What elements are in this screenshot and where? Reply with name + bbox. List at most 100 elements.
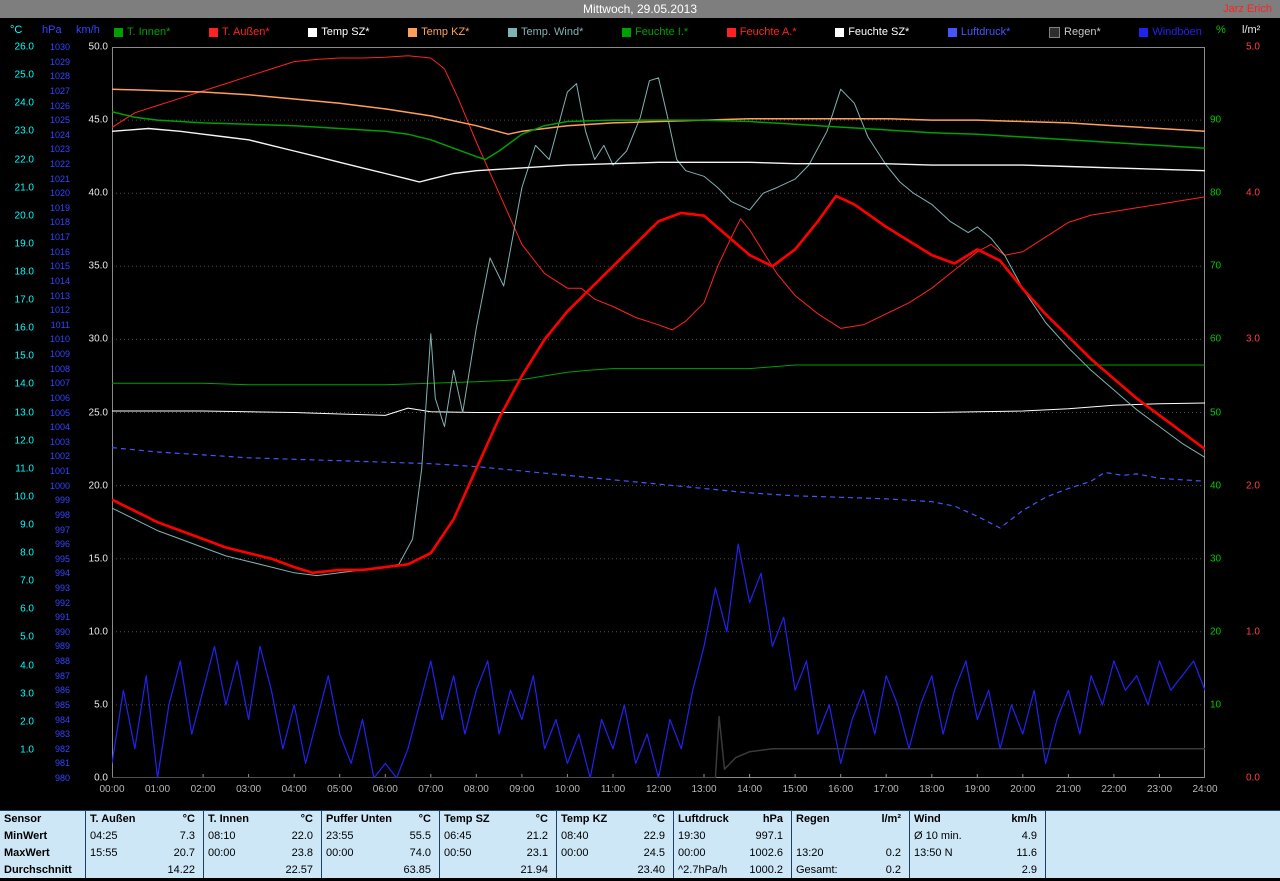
table-cell: Gesamt: 0.2: [796, 864, 901, 876]
table-header-cell: Temp KZ °C: [561, 813, 665, 825]
time-tick-label: 13:00: [691, 784, 717, 795]
tick-hpa: 1008: [49, 363, 70, 374]
legend-swatch: [726, 27, 736, 37]
tick-temp-c: 23.0: [14, 125, 34, 137]
legend-item-7[interactable]: Feuchte SZ*: [835, 26, 909, 38]
legend-item-10[interactable]: Windböen: [1139, 26, 1202, 38]
legend-item-8[interactable]: Luftdruck*: [947, 26, 1011, 38]
tick-kmh: 45.0: [88, 114, 108, 126]
tick-hpa: 992: [54, 597, 70, 608]
tick-hpa: 1013: [49, 290, 70, 301]
table-header-cell: Luftdruck hPa: [678, 813, 783, 825]
time-tick-label: 19:00: [964, 784, 990, 795]
tick-hpa: 1004: [49, 422, 70, 433]
time-tick-label: 16:00: [828, 784, 854, 795]
chart-canvas: [111, 47, 1206, 779]
tick-hpa: 1015: [49, 261, 70, 272]
legend-swatch: [1049, 26, 1061, 38]
legend-item-4[interactable]: Temp. Wind*: [508, 26, 583, 38]
tick-hpa: 1016: [49, 246, 70, 257]
tick-hpa: 1009: [49, 349, 70, 359]
table-cell: 23:55 55.5: [326, 830, 431, 842]
time-tick-label: 09:00: [509, 784, 535, 795]
tick-lm2: 3.0: [1246, 333, 1260, 345]
tick-hpa: 995: [54, 553, 70, 564]
tick-kmh: 25.0: [88, 407, 108, 418]
series-regen: [112, 715, 1205, 779]
table-header-cell: Sensor: [4, 813, 42, 825]
axis-header-lm2: l/m²: [1242, 24, 1261, 36]
table-cell: 00:00 24.5: [561, 847, 665, 859]
tick-hpa: 996: [54, 539, 70, 550]
title-bar: Mittwoch, 29.05.2013 Jarz Erich: [0, 0, 1280, 18]
table-cell: 04:25 7.3: [90, 830, 195, 842]
tick-pct: 90: [1210, 114, 1222, 126]
legend-item-0[interactable]: T. Innen*: [114, 26, 170, 38]
legend-label: Luftdruck*: [960, 26, 1011, 38]
table-cell: 00:50 23.1: [444, 847, 548, 859]
tick-hpa: 1000: [49, 480, 70, 491]
legend-swatch: [1139, 27, 1149, 37]
legend-item-3[interactable]: Temp KZ*: [408, 26, 469, 38]
time-tick-label: 07:00: [418, 784, 444, 795]
tick-pct: 40: [1210, 480, 1222, 492]
table-cell: 06:45 21.2: [444, 830, 548, 842]
legend-item-5[interactable]: Feuchte I.*: [621, 26, 689, 38]
tick-temp-c: 5.0: [20, 631, 34, 643]
legend-item-6[interactable]: Feuchte A.*: [726, 26, 797, 38]
legend-label: Temp KZ*: [421, 26, 470, 38]
legend-item-9[interactable]: Regen*: [1049, 26, 1101, 38]
time-tick-label: 02:00: [190, 784, 216, 795]
table-filler: [1046, 811, 1280, 879]
legend-label: Feuchte I.*: [634, 26, 689, 38]
tick-hpa: 1024: [49, 129, 70, 140]
tick-temp-c: 7.0: [20, 575, 34, 587]
legend-swatch: [835, 27, 845, 37]
time-tick-label: 22:00: [1101, 784, 1127, 795]
tick-temp-c: 9.0: [20, 519, 34, 531]
table-header-cell: Temp SZ °C: [444, 813, 548, 825]
tick-hpa: 984: [54, 714, 70, 725]
tick-temp-c: 2.0: [20, 716, 34, 728]
tick-hpa: 985: [54, 699, 70, 710]
table-header-cell: T. Innen °C: [208, 813, 313, 825]
series-feuchte-sz: [112, 402, 1206, 416]
legend-item-1[interactable]: T. Außen*: [209, 26, 270, 38]
tick-kmh: 40.0: [88, 187, 108, 199]
time-tick-label: 18:00: [919, 784, 945, 795]
tick-lm2: 2.0: [1246, 480, 1260, 492]
tick-temp-c: 13.0: [14, 407, 34, 418]
time-tick-label: 20:00: [1010, 784, 1036, 795]
tick-temp-c: 11.0: [15, 463, 34, 475]
table-cell: [792, 828, 909, 845]
tick-temp-c: 26.0: [14, 41, 34, 53]
tick-lm2: 0.0: [1246, 772, 1260, 784]
tick-temp-c: 17.0: [14, 294, 34, 306]
time-tick-label: 04:00: [281, 784, 307, 795]
tick-temp-c: 20.0: [14, 210, 34, 222]
tick-hpa: 1027: [49, 85, 70, 96]
tick-hpa: 993: [54, 582, 70, 593]
tick-hpa: 986: [54, 685, 70, 696]
series-luftdruck: [111, 447, 1206, 529]
tick-hpa: 1006: [49, 392, 70, 403]
tick-temp-c: 8.0: [20, 547, 34, 559]
legend-item-2[interactable]: Temp SZ*: [308, 26, 370, 38]
axis-header-kmh: km/h: [76, 24, 100, 36]
tick-hpa: 1012: [49, 305, 70, 316]
series-feuchte-a: [111, 55, 1206, 331]
table-column-puffer-unten: Puffer Unten °C 23:55 55.5 00:00 74.0 63.85: [322, 811, 440, 879]
tick-pct: 80: [1210, 187, 1222, 199]
tick-hpa: 1030: [49, 42, 70, 52]
series-temp-sz: [111, 127, 1206, 183]
table-column-t-innen: T. Innen °C 08:10 22.0 00:00 23.8 22.57: [204, 811, 322, 879]
time-tick-label: 10:00: [554, 784, 580, 795]
tick-hpa: 999: [54, 495, 70, 506]
table-cell: Durchschnitt: [4, 864, 72, 876]
tick-temp-c: 16.0: [14, 322, 34, 334]
tick-hpa: 988: [54, 656, 70, 666]
series-temp-kz: [111, 88, 1206, 135]
table-cell: 22.57: [285, 864, 313, 876]
table-cell: 21.94: [520, 864, 548, 876]
table-column-t-au-en: T. Außen °C 04:25 7.3 15:55 20.7 14.22: [86, 811, 204, 879]
